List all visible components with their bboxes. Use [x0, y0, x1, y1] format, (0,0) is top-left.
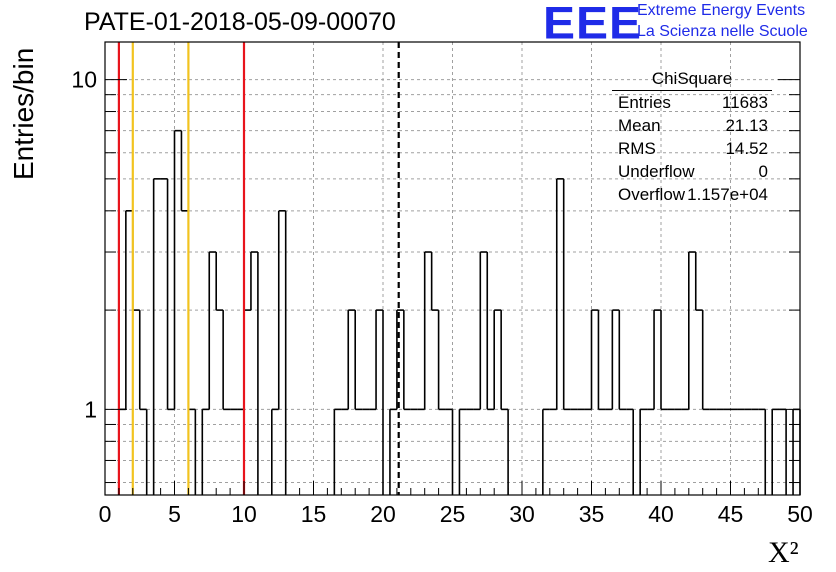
x-tick-label: 10 [231, 501, 257, 527]
eee-logo-mark: EEE [543, 0, 643, 49]
x-tick-label: 40 [648, 501, 674, 527]
chart-title: PATE-01-2018-05-09-00070 [84, 8, 396, 36]
x-tick-label: 25 [440, 501, 466, 527]
x-tick-label: 0 [99, 501, 112, 527]
stats-box: ChiSquare Entries 11683 Mean 21.13 RMS 1… [612, 68, 772, 206]
x-tick-label: 50 [787, 501, 813, 527]
x-tick-label: 20 [370, 501, 396, 527]
stats-title: ChiSquare [612, 68, 772, 91]
stats-key: Mean [618, 116, 661, 135]
x-tick-label: 30 [509, 501, 535, 527]
stats-row-rms: RMS 14.52 [612, 137, 772, 160]
stats-key: Entries [618, 93, 671, 112]
stats-key: Underflow [618, 162, 695, 181]
stats-row-entries: Entries 11683 [612, 91, 772, 114]
stats-key: RMS [618, 139, 656, 158]
stats-row-mean: Mean 21.13 [612, 114, 772, 137]
stats-value: 14.52 [725, 139, 768, 158]
y-tick-label: 10 [71, 67, 97, 93]
y-axis-label: Entries/bin [8, 47, 39, 180]
stats-row-overflow: Overflow 1.157e+04 [612, 183, 772, 206]
stats-key: Overflow [618, 185, 686, 204]
logo-line-2: La Scienza nelle Scuole [637, 23, 808, 40]
x-tick-label: 5 [168, 501, 181, 527]
y-tick-label: 1 [84, 396, 97, 422]
x-tick-label: 45 [718, 501, 744, 527]
x-tick-label: 35 [579, 501, 605, 527]
x-tick-label: 15 [301, 501, 327, 527]
stats-value: 0 [758, 162, 768, 181]
histogram-series [118, 129, 801, 495]
marker-lines [117, 42, 400, 495]
tick-labels: 0 5 10 15 20 25 30 35 40 45 50 1 10 [71, 67, 812, 527]
axis-ticks [104, 79, 801, 495]
logo-line-1: Extreme Energy Events [637, 2, 806, 19]
x-axis-label: X² [768, 536, 799, 569]
stats-row-underflow: Underflow 0 [612, 160, 772, 183]
stats-value: 11683 [721, 93, 768, 112]
stats-value: 1.157e+04 [687, 185, 768, 204]
stats-value: 21.13 [725, 116, 768, 135]
